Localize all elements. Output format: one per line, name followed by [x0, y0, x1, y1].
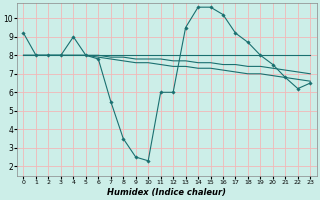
X-axis label: Humidex (Indice chaleur): Humidex (Indice chaleur)	[108, 188, 226, 197]
